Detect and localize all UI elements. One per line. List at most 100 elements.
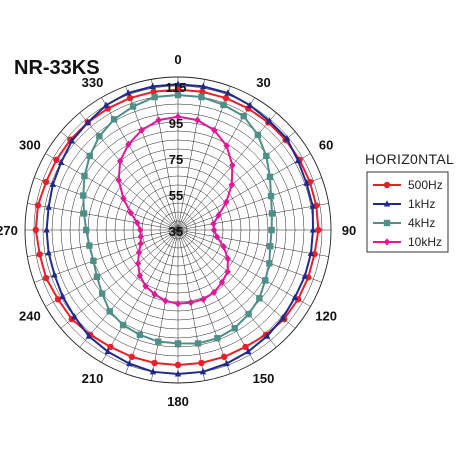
grid-spoke <box>125 229 179 374</box>
data-point <box>187 299 195 307</box>
data-point <box>53 156 60 163</box>
grid-spoke <box>34 229 179 283</box>
radial-label: 55 <box>169 188 183 203</box>
data-point <box>240 113 247 120</box>
data-point <box>84 118 91 126</box>
angle-label: 120 <box>315 309 337 324</box>
legend-title: HORIZ0NTAL <box>365 151 454 167</box>
grid-spoke <box>151 229 179 381</box>
angle-label: 150 <box>253 371 275 386</box>
radial-labels: 35 55 75 95 115 <box>166 80 187 239</box>
data-point <box>214 335 221 342</box>
data-point <box>174 300 182 308</box>
angle-label: 210 <box>82 371 104 386</box>
data-point <box>42 274 50 282</box>
series-1kHz <box>43 80 317 377</box>
grid-spoke <box>177 203 329 231</box>
data-point <box>98 290 106 297</box>
data-point <box>266 243 274 250</box>
grid-spoke <box>177 112 277 231</box>
data-point <box>83 226 90 234</box>
data-point <box>59 292 66 300</box>
data-point <box>228 181 235 189</box>
data-point <box>119 321 127 329</box>
legend: HORIZ0NTAL 500Hz 1kHz 4kHz 10kHz <box>365 151 454 253</box>
legend-label: 4kHz <box>408 216 435 230</box>
data-point <box>218 278 226 286</box>
angle-labels: 0 30 60 90 120 150 180 210 240 270 300 330 <box>0 52 356 409</box>
data-point <box>220 101 227 109</box>
data-point <box>199 368 207 375</box>
grid-spoke <box>45 153 179 231</box>
data-point <box>266 117 273 124</box>
grid-spoke <box>177 229 311 307</box>
data-point <box>110 116 118 123</box>
legend-item: 10kHz <box>373 235 442 249</box>
data-point <box>223 359 230 367</box>
data-point <box>224 255 232 263</box>
data-point <box>151 290 158 298</box>
grid-spoke <box>27 229 179 257</box>
data-point <box>220 353 228 361</box>
data-point <box>224 268 231 276</box>
data-point <box>383 238 391 246</box>
data-point <box>54 296 62 303</box>
data-point <box>256 295 263 302</box>
data-point <box>229 161 236 169</box>
legend-label: 10kHz <box>408 235 442 249</box>
data-point <box>200 82 207 89</box>
data-point <box>36 251 43 258</box>
data-point <box>102 101 110 108</box>
angle-label: 300 <box>19 138 41 153</box>
angle-label: 240 <box>19 309 41 324</box>
legend-label: 1kHz <box>408 197 435 211</box>
data-point <box>267 192 275 200</box>
data-point <box>134 259 142 268</box>
grid-spoke <box>177 229 277 348</box>
data-point <box>128 353 136 361</box>
data-point <box>199 88 206 95</box>
data-point <box>134 219 141 227</box>
data-point <box>155 116 162 124</box>
data-point <box>142 282 149 290</box>
grid-spoke <box>177 229 329 257</box>
data-point <box>127 209 134 217</box>
data-point <box>262 277 269 284</box>
data-point <box>135 248 143 257</box>
data-point <box>90 257 97 264</box>
legend-item: 4kHz <box>373 216 435 230</box>
data-point <box>215 211 222 219</box>
data-point <box>198 359 205 367</box>
angle-label: 90 <box>342 223 356 238</box>
data-point <box>162 297 169 305</box>
grid-spoke <box>60 229 179 329</box>
radial-label: 35 <box>169 224 183 239</box>
data-point <box>45 203 52 210</box>
angle-label: 30 <box>256 75 270 90</box>
data-point <box>220 243 227 251</box>
data-point <box>222 94 230 102</box>
data-point <box>174 361 182 369</box>
data-point <box>51 271 58 278</box>
data-point <box>136 271 144 280</box>
data-point <box>383 200 391 207</box>
data-point <box>309 226 317 233</box>
data-point <box>263 152 270 160</box>
data-point <box>138 126 145 134</box>
data-point <box>120 194 127 203</box>
data-point <box>231 325 238 332</box>
data-point <box>174 80 182 87</box>
data-point <box>268 226 275 234</box>
data-point <box>210 220 217 228</box>
data-point <box>266 173 274 181</box>
angle-label: 330 <box>82 75 104 90</box>
data-point <box>86 242 93 249</box>
angle-label: 180 <box>167 394 189 409</box>
data-point <box>150 88 157 95</box>
radial-label: 115 <box>166 80 187 95</box>
grid-spoke <box>79 229 179 348</box>
data-point <box>174 91 182 99</box>
series-10kHz <box>115 113 236 308</box>
data-point <box>34 202 42 209</box>
